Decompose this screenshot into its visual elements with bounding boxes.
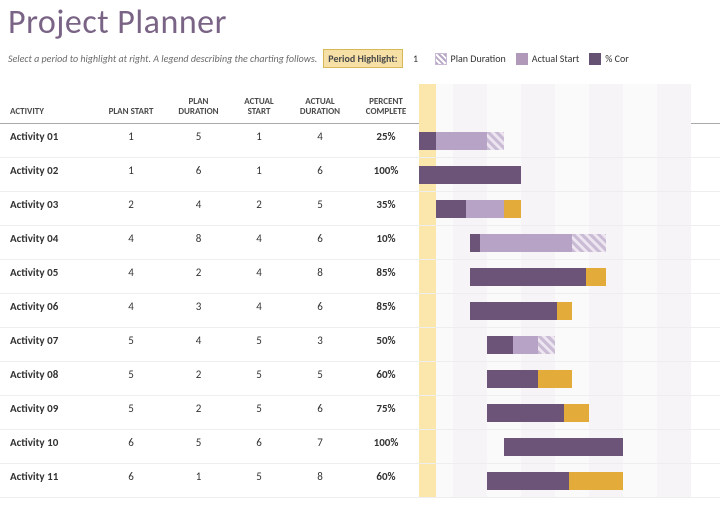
table-row[interactable]: Activity 021616100% [0, 158, 720, 192]
plan-start-value[interactable]: 4 [96, 233, 166, 251]
actual-duration-value[interactable]: 4 [287, 131, 353, 149]
plan-duration-value[interactable]: 2 [166, 369, 231, 387]
activity-name: Activity 11 [8, 471, 96, 489]
header-plan-start: PLAN START [96, 107, 166, 123]
table-row[interactable]: Activity 04484610% [0, 226, 720, 260]
actual-start-value[interactable]: 5 [231, 403, 287, 421]
legend-actual-start-label: Actual Start [532, 52, 579, 65]
plan-start-value[interactable]: 1 [96, 131, 166, 149]
percent-complete-value[interactable]: 10% [353, 233, 419, 251]
table-row[interactable]: Activity 06434685% [0, 294, 720, 328]
instruction-row: Select a period to highlight at right. A… [0, 49, 720, 68]
actual-duration-value[interactable]: 5 [287, 199, 353, 217]
header-plan-duration: PLAN DURATION [166, 97, 231, 123]
planner-grid: ACTIVITY PLAN START PLAN DURATION ACTUAL… [0, 84, 720, 498]
percent-complete-value[interactable]: 85% [353, 301, 419, 319]
legend-actual-start: Actual Start [516, 52, 579, 65]
activity-name: Activity 03 [8, 199, 96, 217]
plan-duration-value[interactable]: 5 [166, 131, 231, 149]
actual-duration-value[interactable]: 8 [287, 471, 353, 489]
plan-duration-value[interactable]: 2 [166, 267, 231, 285]
activity-name: Activity 10 [8, 437, 96, 455]
actual-duration-value[interactable]: 8 [287, 267, 353, 285]
plan-start-value[interactable]: 5 [96, 403, 166, 421]
plan-start-value[interactable]: 5 [96, 335, 166, 353]
table-row[interactable]: Activity 11615860% [0, 464, 720, 498]
actual-duration-value[interactable]: 7 [287, 437, 353, 455]
table-row[interactable]: Activity 01151425% [0, 124, 720, 158]
percent-complete-value[interactable]: 50% [353, 335, 419, 353]
actual-start-value[interactable]: 5 [231, 335, 287, 353]
plan-start-value[interactable]: 1 [96, 165, 166, 183]
plan-duration-value[interactable]: 8 [166, 233, 231, 251]
actual-start-value[interactable]: 6 [231, 437, 287, 455]
actual-duration-value[interactable]: 6 [287, 165, 353, 183]
activity-name: Activity 05 [8, 267, 96, 285]
plan-start-value[interactable]: 6 [96, 471, 166, 489]
activity-name: Activity 09 [8, 403, 96, 421]
activity-name: Activity 06 [8, 301, 96, 319]
legend-plan-duration: Plan Duration [435, 52, 506, 65]
header-activity: ACTIVITY [8, 107, 96, 123]
plan-duration-value[interactable]: 2 [166, 403, 231, 421]
period-highlight-label: Period Highlight: [323, 49, 402, 68]
table-row[interactable]: Activity 03242535% [0, 192, 720, 226]
percent-complete-value[interactable]: 85% [353, 267, 419, 285]
actual-duration-value[interactable]: 6 [287, 403, 353, 421]
plan-start-value[interactable]: 2 [96, 199, 166, 217]
activity-name: Activity 02 [8, 165, 96, 183]
percent-complete-value[interactable]: 35% [353, 199, 419, 217]
plan-duration-value[interactable]: 5 [166, 437, 231, 455]
plan-duration-value[interactable]: 6 [166, 165, 231, 183]
plan-duration-value[interactable]: 1 [166, 471, 231, 489]
table-row[interactable]: Activity 07545350% [0, 328, 720, 362]
actual-duration-value[interactable]: 6 [287, 233, 353, 251]
table-row[interactable]: Activity 05424885% [0, 260, 720, 294]
data-rows: Activity 01151425%Activity 021616100%Act… [0, 124, 720, 498]
instruction-text: Select a period to highlight at right. A… [8, 52, 317, 65]
plan-start-value[interactable]: 4 [96, 301, 166, 319]
activity-name: Activity 01 [8, 131, 96, 149]
legend-pct-complete: % Cor [589, 52, 629, 65]
header-actual-duration: ACTUAL DURATION [287, 97, 353, 123]
legend-plan-duration-label: Plan Duration [451, 52, 506, 65]
plan-duration-value[interactable]: 4 [166, 335, 231, 353]
plan-start-value[interactable]: 4 [96, 267, 166, 285]
actual-start-value[interactable]: 4 [231, 267, 287, 285]
actual-start-value[interactable]: 1 [231, 131, 287, 149]
header-actual-start: ACTUAL START [231, 97, 287, 123]
plan-duration-swatch-icon [435, 53, 447, 65]
plan-duration-value[interactable]: 4 [166, 199, 231, 217]
percent-complete-value[interactable]: 25% [353, 131, 419, 149]
actual-duration-value[interactable]: 3 [287, 335, 353, 353]
activity-name: Activity 08 [8, 369, 96, 387]
legend-pct-complete-label: % Cor [605, 52, 629, 65]
actual-start-value[interactable]: 1 [231, 165, 287, 183]
actual-start-value[interactable]: 4 [231, 301, 287, 319]
table-row[interactable]: Activity 08525560% [0, 362, 720, 396]
percent-complete-value[interactable]: 100% [353, 165, 419, 183]
actual-start-value[interactable]: 5 [231, 471, 287, 489]
plan-start-value[interactable]: 5 [96, 369, 166, 387]
header-percent-complete: PERCENT COMPLETE [353, 97, 419, 123]
pct-complete-swatch-icon [589, 53, 601, 65]
actual-duration-value[interactable]: 6 [287, 301, 353, 319]
percent-complete-value[interactable]: 60% [353, 471, 419, 489]
table-row[interactable]: Activity 106567100% [0, 430, 720, 464]
actual-start-swatch-icon [516, 53, 528, 65]
table-row[interactable]: Activity 09525675% [0, 396, 720, 430]
activity-name: Activity 07 [8, 335, 96, 353]
actual-duration-value[interactable]: 5 [287, 369, 353, 387]
actual-start-value[interactable]: 4 [231, 233, 287, 251]
actual-start-value[interactable]: 5 [231, 369, 287, 387]
actual-start-value[interactable]: 2 [231, 199, 287, 217]
page-title: Project Planner [8, 2, 720, 43]
activity-name: Activity 04 [8, 233, 96, 251]
plan-duration-value[interactable]: 3 [166, 301, 231, 319]
percent-complete-value[interactable]: 60% [353, 369, 419, 387]
period-highlight-value[interactable]: 1 [407, 52, 425, 65]
percent-complete-value[interactable]: 75% [353, 403, 419, 421]
plan-start-value[interactable]: 6 [96, 437, 166, 455]
percent-complete-value[interactable]: 100% [353, 437, 419, 455]
